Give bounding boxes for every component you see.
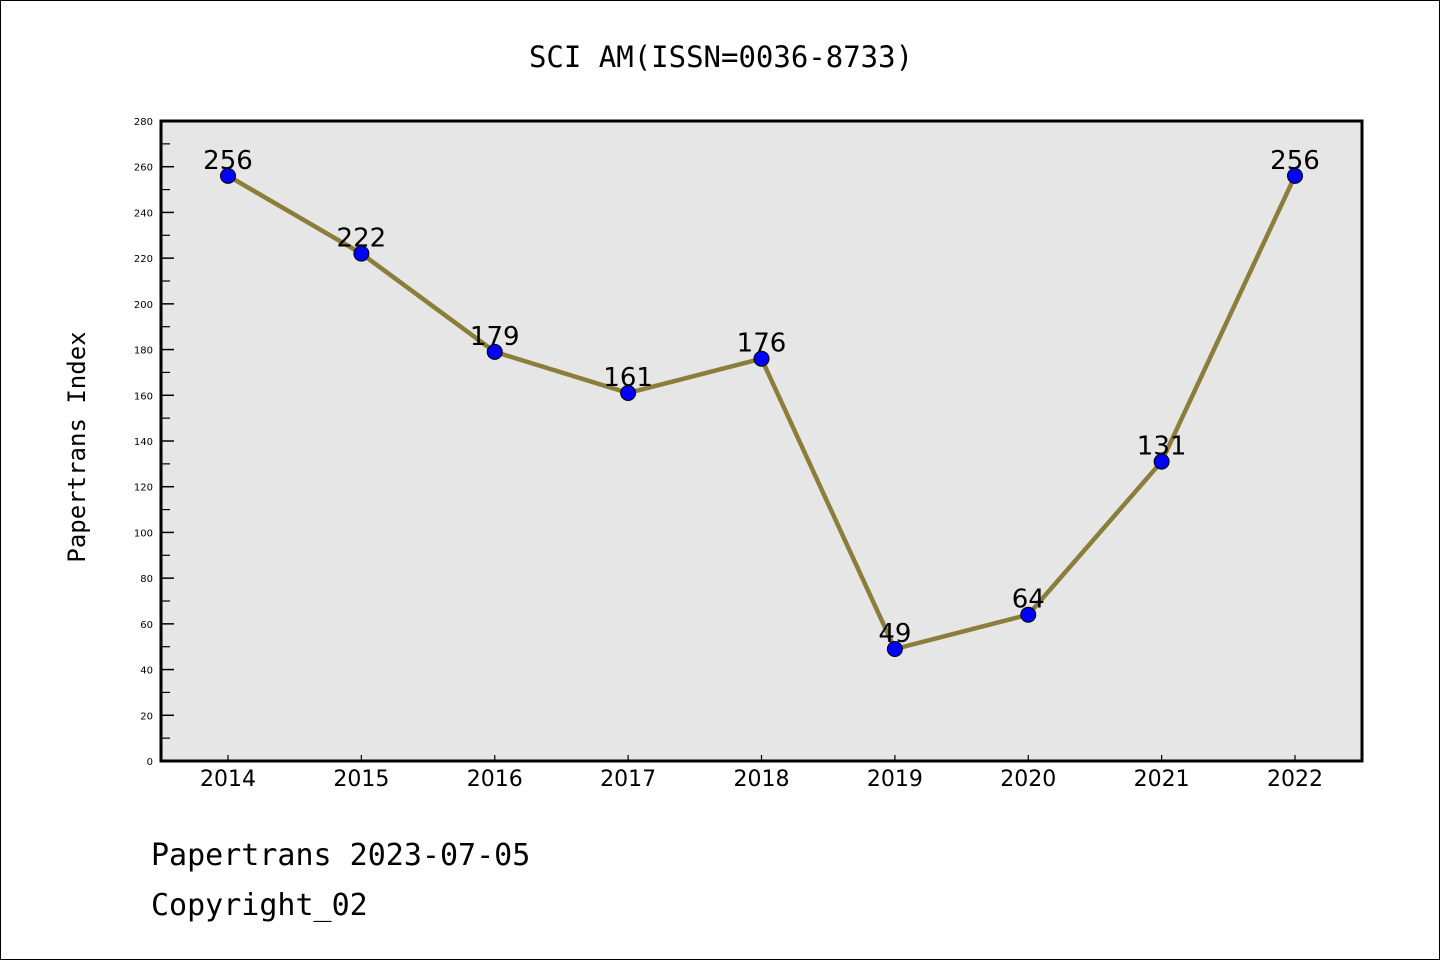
x-tick-label: 2018 — [734, 767, 790, 792]
x-tick-label: 2022 — [1267, 767, 1323, 792]
data-point — [1287, 167, 1303, 184]
y-tick-label: 200 — [134, 300, 153, 311]
y-tick-label: 60 — [140, 620, 153, 631]
x-tick-label: 2021 — [1134, 767, 1190, 792]
y-tick-label: 20 — [140, 711, 153, 722]
data-point — [753, 350, 770, 367]
y-tick-label: 180 — [134, 346, 153, 357]
data-label: 131 — [1137, 432, 1187, 462]
x-tick-label: 2016 — [467, 767, 523, 792]
y-tick-label: 80 — [140, 574, 153, 585]
x-tick-label: 2017 — [600, 767, 656, 792]
data-label: 222 — [337, 224, 387, 254]
data-point — [1020, 606, 1037, 623]
data-label: 64 — [1012, 585, 1045, 615]
x-axis: 2014 2015 2016 2017 2018 2019 2020 2021 2022 — [200, 755, 1323, 792]
data-point — [1153, 453, 1170, 470]
data-point — [353, 245, 370, 262]
data-label: 256 — [203, 146, 253, 176]
data-point — [220, 167, 236, 184]
chart-title: SCI AM(ISSN=0036-8733) — [529, 40, 913, 74]
y-tick-label: 240 — [134, 208, 153, 219]
y-tick-label: 40 — [140, 666, 153, 677]
series-line: 256 222 179 161 176 49 64 131 256 — [203, 146, 1320, 657]
data-point — [486, 343, 503, 360]
y-tick-label: 100 — [134, 528, 153, 539]
y-tick-label: 120 — [134, 483, 153, 494]
data-label: 176 — [737, 329, 787, 359]
y-tick-label: 260 — [134, 163, 153, 174]
footer-date: Papertrans 2023-07-05 — [151, 838, 530, 873]
data-label: 49 — [878, 619, 911, 649]
plot-area — [161, 121, 1362, 761]
data-label: 179 — [470, 322, 520, 352]
y-tick-label: 140 — [134, 437, 153, 448]
x-tick-label: 2019 — [867, 767, 923, 792]
x-tick-label: 2014 — [200, 767, 256, 792]
data-point — [620, 385, 637, 401]
data-label: 256 — [1270, 146, 1320, 176]
y-tick-label: 220 — [134, 254, 153, 265]
data-point — [886, 641, 903, 657]
y-tick-label: 0 — [147, 757, 153, 768]
y-axis-label: Papertrans Index — [63, 331, 91, 562]
x-tick-label: 2020 — [1000, 767, 1056, 792]
y-tick-label: 280 — [134, 117, 153, 128]
plot-border — [159, 119, 1364, 763]
footer-copyright: Copyright_02 — [151, 888, 368, 923]
data-label: 161 — [603, 363, 653, 393]
x-tick-label: 2015 — [333, 767, 389, 792]
y-tick-label: 160 — [134, 391, 153, 402]
y-axis: 0 20 40 60 80 100 120 140 160 180 200 220 240 260 280 — [134, 117, 174, 768]
